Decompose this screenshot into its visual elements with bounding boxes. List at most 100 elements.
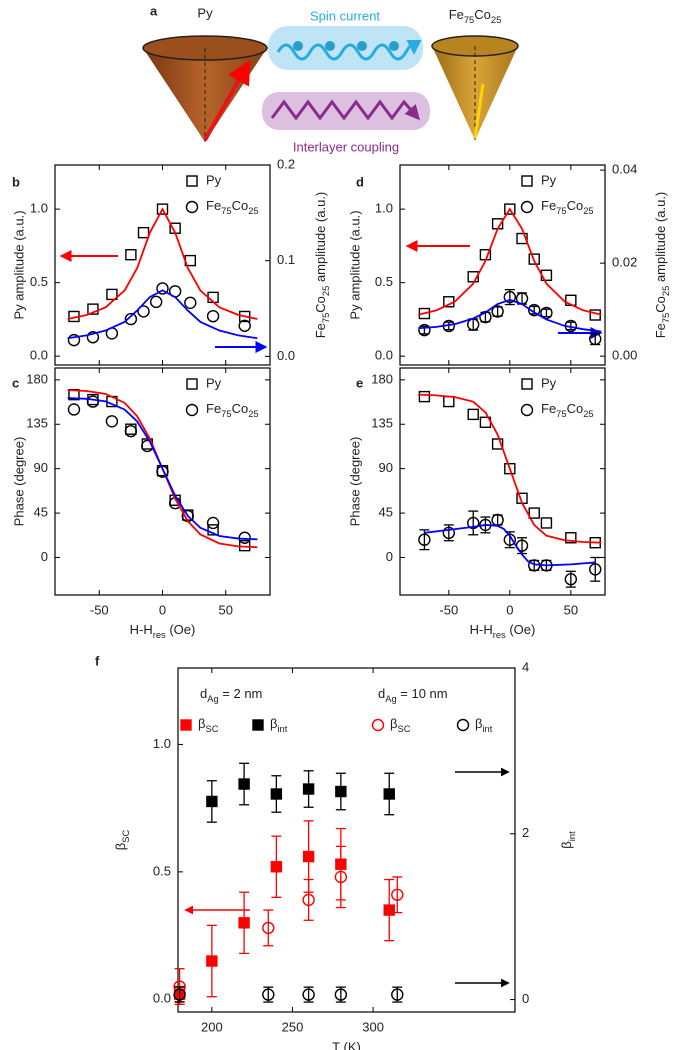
text-part: (Oe) xyxy=(166,622,196,637)
marker-circle xyxy=(391,888,404,901)
marker-square xyxy=(521,175,533,187)
marker-circle xyxy=(334,870,348,884)
subscript: 75 xyxy=(556,206,566,216)
subscript: 75 xyxy=(321,313,331,323)
fit-line xyxy=(67,289,258,340)
text-part: H-H xyxy=(130,622,153,637)
panel-letter: a xyxy=(150,3,158,18)
text-part: Co xyxy=(232,198,249,213)
legend-label: Fe75Co25 xyxy=(206,401,259,419)
marker-square xyxy=(206,795,218,808)
x-tick-label: 250 xyxy=(282,1019,304,1034)
text-part: Fe xyxy=(653,323,668,338)
y2-tick-label: 0.04 xyxy=(612,162,637,177)
y-tick-label: 1.0 xyxy=(30,201,48,216)
text-part: d xyxy=(200,686,207,701)
y-tick-label: 0.0 xyxy=(153,991,171,1006)
y-tick-label: 45 xyxy=(379,505,393,520)
layer-label: Py xyxy=(197,5,213,20)
marker-square xyxy=(565,532,577,544)
x-axis-label: H-Hres (Oe) xyxy=(130,622,196,640)
marker-circle xyxy=(589,563,602,576)
diagram xyxy=(142,26,519,142)
plot-frame xyxy=(177,667,516,1013)
text-part: β xyxy=(475,716,482,731)
marker-square xyxy=(504,203,516,215)
py-magnetization xyxy=(203,59,251,141)
y2-tick-label: 0.00 xyxy=(612,348,637,363)
marker-circle xyxy=(105,415,119,428)
subscript: 75 xyxy=(221,206,231,216)
x-tick-label: 50 xyxy=(564,602,578,617)
y-tick-label: 180 xyxy=(371,371,393,386)
text-part: Co xyxy=(232,401,249,416)
marker-circle xyxy=(467,516,480,530)
coupling-zigzag xyxy=(270,99,420,121)
marker-square xyxy=(491,438,504,450)
marker-square xyxy=(443,395,455,408)
marker-square xyxy=(270,861,283,873)
marker-square xyxy=(186,175,198,187)
marker-circle xyxy=(418,533,431,546)
annotation: dAg = 2 nm xyxy=(200,686,262,704)
y-tick-label: 0.5 xyxy=(153,863,171,878)
marker-circle xyxy=(262,921,275,935)
text-part: Fe xyxy=(313,323,328,338)
text-part: Fe xyxy=(206,198,221,213)
y-axis-label: Py amplitude (a.u.) xyxy=(11,210,26,319)
x-tick-label: -50 xyxy=(90,602,109,617)
error-bar xyxy=(492,306,503,317)
panel-letter: f xyxy=(95,653,100,668)
x-tick-label: 300 xyxy=(362,1019,384,1034)
text-part: = 10 nm xyxy=(397,686,448,701)
y2-tick-label: 0.1 xyxy=(277,252,295,267)
text-part: Co xyxy=(653,296,668,313)
y-tick-label: 0.0 xyxy=(30,348,48,363)
marker-square xyxy=(467,408,479,421)
error-bar xyxy=(419,529,430,551)
panel-letter: d xyxy=(356,174,364,189)
x-axis-label: H-Hres (Oe) xyxy=(470,622,536,640)
subscript: SC xyxy=(205,724,218,734)
marker-square xyxy=(418,390,431,403)
marker-square xyxy=(521,378,533,390)
y-tick-label: 0 xyxy=(41,549,48,564)
y-axis-label: βSC xyxy=(113,830,131,851)
marker-square xyxy=(125,249,137,261)
subscript: Ag xyxy=(207,694,218,704)
marker-square xyxy=(186,378,198,390)
fit-line xyxy=(418,393,602,544)
subscript: 25 xyxy=(661,286,671,296)
marker-square xyxy=(516,232,528,245)
diagram-label: Interlayer coupling xyxy=(293,139,399,154)
subscript: 25 xyxy=(248,206,258,216)
marker-circle xyxy=(156,465,169,478)
x-axis-label: T (K) xyxy=(332,1039,361,1050)
marker-circle xyxy=(456,718,470,732)
marker-square xyxy=(206,955,218,967)
marker-circle xyxy=(124,312,138,326)
legend-label: βint xyxy=(475,716,493,734)
coupling-cloud xyxy=(262,92,430,130)
marker-circle xyxy=(184,296,197,309)
y2-axis-label: βint xyxy=(559,831,577,849)
text-part: β xyxy=(270,716,277,731)
text-part: amplitude (a.u.) xyxy=(313,192,328,286)
subscript: 25 xyxy=(248,409,258,419)
panel-letter: b xyxy=(12,174,20,189)
y-tick-label: 135 xyxy=(26,416,48,431)
subscript: int xyxy=(567,831,577,841)
text-part: Fe xyxy=(541,198,556,213)
marker-square xyxy=(156,203,169,215)
subscript: 75 xyxy=(221,409,231,419)
marker-square xyxy=(137,226,150,239)
legend-label: βint xyxy=(270,716,288,734)
spin xyxy=(325,41,335,51)
panel-letter: e xyxy=(356,375,363,390)
marker-circle xyxy=(86,331,100,344)
marker-square xyxy=(302,850,315,863)
legend-label: βSC xyxy=(390,716,411,734)
marker-square xyxy=(252,719,264,731)
subscript: res xyxy=(153,630,166,640)
marker-circle xyxy=(137,305,150,318)
